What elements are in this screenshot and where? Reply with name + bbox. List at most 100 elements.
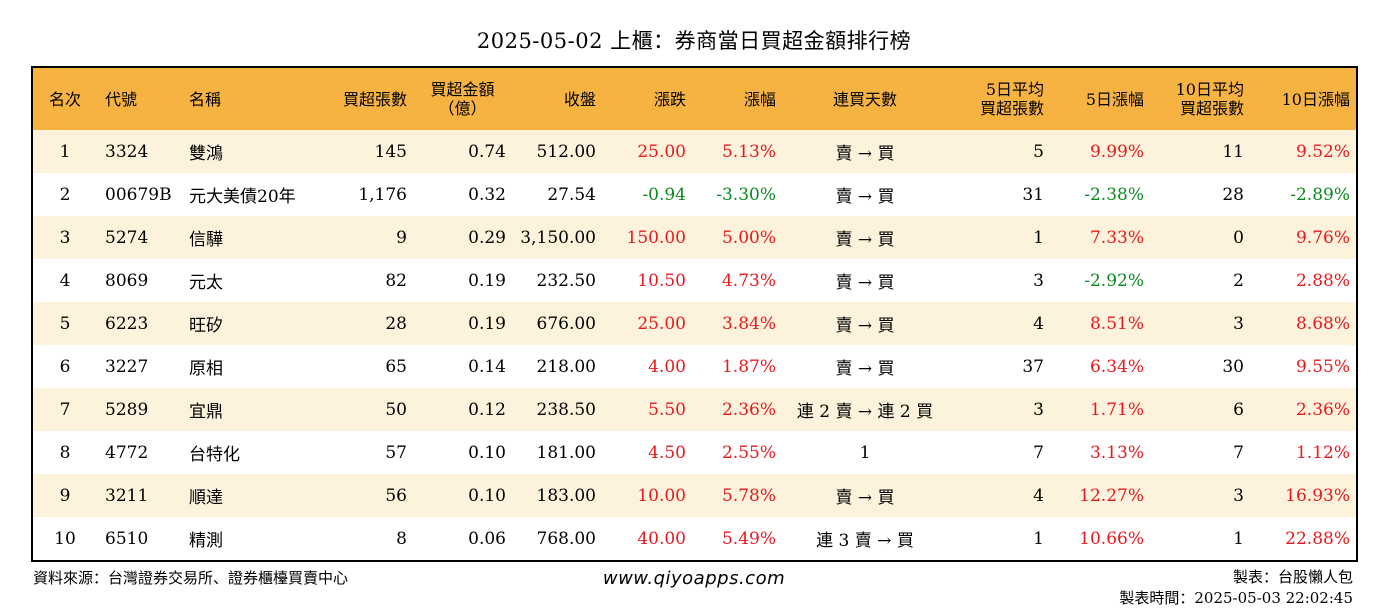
header-avg5-line2: 買超張數 bbox=[979, 99, 1044, 118]
cell-close: 238.50 bbox=[536, 399, 596, 420]
cell-name: 精測 bbox=[189, 531, 223, 551]
cell-avg5: 4 bbox=[1033, 485, 1044, 506]
table-header-row: 名次 代號 名稱 買超張數 買超金額 （億） 收盤 漲跌 漲幅 連買天數 5日平… bbox=[33, 68, 1356, 130]
cell-close: 27.54 bbox=[547, 184, 596, 205]
cell-buy-lots: 65 bbox=[385, 356, 407, 377]
cell-avg5: 5 bbox=[1033, 141, 1044, 162]
cell-pct10: 9.76% bbox=[1295, 227, 1350, 248]
cell-close: 676.00 bbox=[536, 313, 596, 334]
cell-avg10: 0 bbox=[1233, 227, 1244, 248]
table-row: 6 3227 原相 65 0.14 218.00 4.00 1.87% 賣 → 買 37 6.34%… bbox=[33, 345, 1356, 388]
cell-code: 6223 bbox=[105, 313, 149, 334]
cell-avg5: 4 bbox=[1033, 313, 1044, 334]
cell-days: 賣 → 買 bbox=[835, 230, 895, 250]
table-row: 9 3211 順達 56 0.10 183.00 10.00 5.78% 賣 → 買 4 12.27… bbox=[33, 474, 1356, 517]
header-buy-lots: 買超張數 bbox=[342, 89, 407, 109]
header-pct10: 10日漲幅 bbox=[1281, 89, 1350, 109]
cell-change: 4.00 bbox=[648, 356, 686, 377]
cell-pct: 2.55% bbox=[721, 442, 776, 463]
cell-amount: 0.06 bbox=[468, 528, 506, 549]
cell-name: 順達 bbox=[189, 488, 223, 508]
cell-pct: 2.36% bbox=[721, 399, 776, 420]
cell-rank: 2 bbox=[59, 184, 71, 205]
ranking-table: 名次 代號 名稱 買超張數 買超金額 （億） 收盤 漲跌 漲幅 連買天數 5日平… bbox=[31, 66, 1358, 562]
header-pct: 漲幅 bbox=[743, 89, 776, 109]
maker-label: 製表：台股懶人包 bbox=[1232, 568, 1353, 586]
cell-pct5: 1.71% bbox=[1089, 399, 1144, 420]
cell-pct: 5.49% bbox=[721, 528, 776, 549]
cell-days: 連 3 賣 → 買 bbox=[816, 531, 914, 551]
cell-pct5: 8.51% bbox=[1089, 313, 1144, 334]
cell-pct: 3.84% bbox=[721, 313, 776, 334]
cell-avg10: 3 bbox=[1233, 313, 1244, 334]
cell-rank: 10 bbox=[54, 528, 76, 549]
cell-avg5: 1 bbox=[1033, 227, 1044, 248]
cell-days: 賣 → 買 bbox=[835, 316, 895, 336]
header-amount-line2: （億） bbox=[438, 99, 487, 118]
cell-days: 賣 → 買 bbox=[835, 273, 895, 293]
cell-pct5: 10.66% bbox=[1079, 528, 1144, 549]
header-change: 漲跌 bbox=[653, 89, 686, 109]
cell-name: 元大美債20年 bbox=[189, 187, 296, 207]
cell-amount: 0.19 bbox=[468, 313, 506, 334]
header-avg10-line2: 買超張數 bbox=[1179, 99, 1244, 118]
table-body: 1 3324 雙鴻 145 0.74 512.00 25.00 5.13% 賣 → 買 5 9.99… bbox=[33, 130, 1356, 560]
cell-buy-lots: 56 bbox=[385, 485, 407, 506]
table-row: 10 6510 精測 8 0.06 768.00 40.00 5.49% 連 3 賣 → 買 1 1… bbox=[33, 517, 1356, 560]
cell-close: 218.00 bbox=[536, 356, 596, 377]
cell-rank: 4 bbox=[59, 270, 71, 291]
cell-change: 5.50 bbox=[648, 399, 686, 420]
cell-buy-lots: 50 bbox=[385, 399, 407, 420]
cell-amount: 0.10 bbox=[468, 485, 506, 506]
cell-pct: 5.78% bbox=[721, 485, 776, 506]
footer-credits: 製表：台股懶人包 製表時間：2025-05-03 22:02:45 bbox=[1119, 567, 1353, 609]
cell-days: 1 bbox=[859, 442, 871, 463]
cell-pct5: 7.33% bbox=[1089, 227, 1144, 248]
cell-avg10: 30 bbox=[1222, 356, 1244, 377]
made-time-label: 製表時間：2025-05-03 22:02:45 bbox=[1119, 589, 1353, 607]
cell-rank: 8 bbox=[59, 442, 71, 463]
cell-name: 旺矽 bbox=[189, 316, 223, 336]
website-link[interactable]: www.qiyoapps.com bbox=[602, 568, 786, 589]
cell-pct10: 2.36% bbox=[1295, 399, 1350, 420]
cell-close: 3,150.00 bbox=[520, 227, 596, 248]
header-avg10-line1: 10日平均 bbox=[1175, 80, 1244, 99]
header-avg10: 10日平均 買超張數 bbox=[1150, 68, 1250, 130]
cell-close: 181.00 bbox=[536, 442, 596, 463]
cell-pct: 5.00% bbox=[721, 227, 776, 248]
cell-pct: 5.13% bbox=[721, 141, 776, 162]
data-source: 資料來源：台灣證券交易所、證券櫃檯買賣中心 bbox=[33, 569, 349, 587]
cell-buy-lots: 8 bbox=[396, 528, 407, 549]
cell-avg5: 3 bbox=[1033, 399, 1044, 420]
cell-rank: 3 bbox=[59, 227, 71, 248]
table-row: 4 8069 元太 82 0.19 232.50 10.50 4.73% 賣 → 買 3 -2.92… bbox=[33, 259, 1356, 302]
cell-pct5: -2.38% bbox=[1084, 184, 1144, 205]
cell-change: 25.00 bbox=[637, 313, 686, 334]
cell-days: 連 2 賣 → 連 2 買 bbox=[796, 402, 934, 422]
cell-change: 25.00 bbox=[637, 141, 686, 162]
cell-rank: 6 bbox=[59, 356, 71, 377]
cell-name: 元太 bbox=[189, 273, 223, 293]
header-code: 代號 bbox=[105, 89, 138, 109]
cell-close: 512.00 bbox=[536, 141, 596, 162]
header-amount-line1: 買超金額 bbox=[430, 80, 495, 99]
cell-buy-lots: 145 bbox=[374, 141, 407, 162]
cell-pct: -3.30% bbox=[716, 184, 776, 205]
cell-close: 183.00 bbox=[536, 485, 596, 506]
header-rank: 名次 bbox=[48, 89, 81, 109]
cell-buy-lots: 28 bbox=[385, 313, 407, 334]
cell-avg5: 3 bbox=[1033, 270, 1044, 291]
cell-avg10: 11 bbox=[1222, 141, 1244, 162]
header-amount: 買超金額 （億） bbox=[413, 68, 512, 130]
cell-change: 10.50 bbox=[637, 270, 686, 291]
cell-code: 3211 bbox=[105, 485, 149, 506]
cell-name: 原相 bbox=[189, 359, 223, 379]
cell-pct5: 9.99% bbox=[1089, 141, 1144, 162]
cell-amount: 0.12 bbox=[468, 399, 506, 420]
header-days: 連買天數 bbox=[832, 89, 897, 109]
cell-amount: 0.10 bbox=[468, 442, 506, 463]
cell-code: 00679B bbox=[105, 184, 172, 205]
header-name: 名稱 bbox=[189, 89, 222, 109]
page-title: 2025-05-02 上櫃：券商當日買超金額排行榜 bbox=[476, 29, 912, 53]
cell-rank: 9 bbox=[59, 485, 71, 506]
